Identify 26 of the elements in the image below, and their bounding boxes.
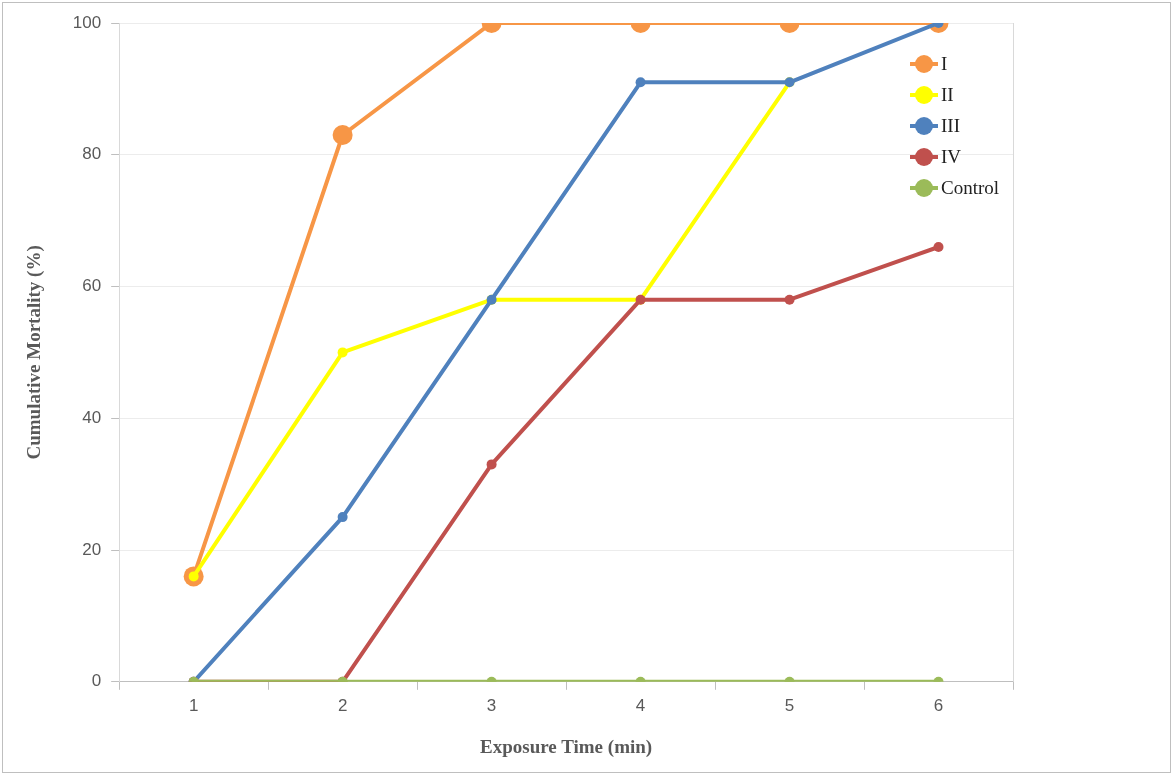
point (486, 459, 497, 470)
legend-label: II (941, 83, 954, 106)
legend-label: IV (941, 145, 962, 168)
legend-label: Control (941, 176, 1000, 199)
x-tick-label: 4 (635, 695, 646, 715)
x-tick-label: 5 (784, 695, 795, 715)
x-axis-title: Exposure Time (min) (480, 735, 653, 758)
y-axis-title: Cumulative Mortality (%) (23, 245, 46, 460)
x-tick-label: 3 (486, 695, 497, 715)
y-tick-label: 20 (82, 539, 102, 559)
x-tick-label: 2 (337, 695, 348, 715)
y-tick-label: 40 (82, 407, 102, 427)
point (933, 241, 944, 252)
legend-label: I (941, 52, 948, 75)
point (784, 294, 795, 305)
x-tick-label: 6 (933, 695, 944, 715)
y-tick-label: 80 (82, 144, 102, 164)
point (332, 125, 353, 145)
y-tick-label: 60 (82, 276, 102, 296)
point (635, 77, 646, 88)
point (337, 512, 348, 523)
y-tick-label: 0 (91, 671, 102, 691)
point (337, 347, 348, 358)
y-tick-label: 100 (72, 12, 102, 32)
x-tick-label: 1 (188, 695, 199, 715)
legend-label: III (941, 114, 960, 137)
